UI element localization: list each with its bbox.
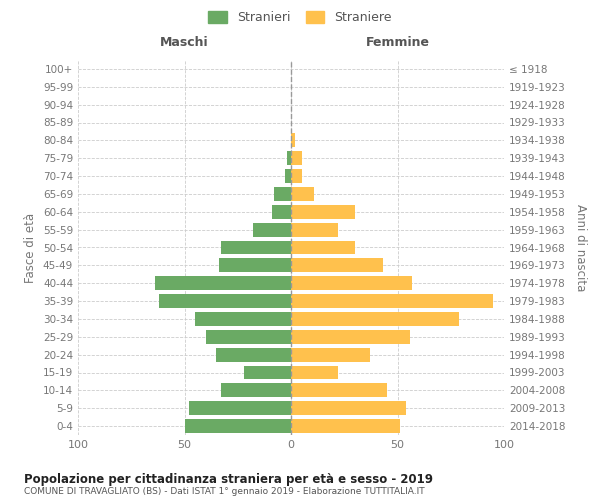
Bar [291, 419, 400, 433]
Bar [291, 169, 302, 183]
Legend: Stranieri, Straniere: Stranieri, Straniere [208, 11, 392, 24]
Bar [291, 348, 370, 362]
Bar [291, 366, 338, 380]
Bar [291, 151, 302, 165]
Text: Femmine: Femmine [365, 36, 430, 50]
Bar [291, 205, 355, 219]
Text: Maschi: Maschi [160, 36, 209, 50]
Bar [291, 294, 493, 308]
Bar [291, 401, 406, 415]
Bar [159, 294, 291, 308]
Bar [253, 222, 291, 236]
Bar [217, 348, 291, 362]
Bar [291, 222, 338, 236]
Bar [291, 134, 295, 147]
Bar [274, 187, 291, 201]
Y-axis label: Anni di nascita: Anni di nascita [574, 204, 587, 291]
Bar [291, 312, 459, 326]
Bar [291, 187, 314, 201]
Bar [291, 240, 355, 254]
Bar [287, 151, 291, 165]
Bar [244, 366, 291, 380]
Bar [221, 384, 291, 398]
Bar [221, 240, 291, 254]
Bar [206, 330, 291, 344]
Bar [291, 258, 383, 272]
Bar [189, 401, 291, 415]
Bar [195, 312, 291, 326]
Text: Popolazione per cittadinanza straniera per età e sesso - 2019: Popolazione per cittadinanza straniera p… [24, 472, 433, 486]
Bar [155, 276, 291, 290]
Bar [291, 330, 410, 344]
Bar [291, 384, 387, 398]
Bar [291, 276, 412, 290]
Bar [218, 258, 291, 272]
Text: COMUNE DI TRAVAGLIATO (BS) - Dati ISTAT 1° gennaio 2019 - Elaborazione TUTTITALI: COMUNE DI TRAVAGLIATO (BS) - Dati ISTAT … [24, 488, 425, 496]
Bar [284, 169, 291, 183]
Bar [272, 205, 291, 219]
Bar [185, 419, 291, 433]
Y-axis label: Fasce di età: Fasce di età [25, 212, 37, 282]
